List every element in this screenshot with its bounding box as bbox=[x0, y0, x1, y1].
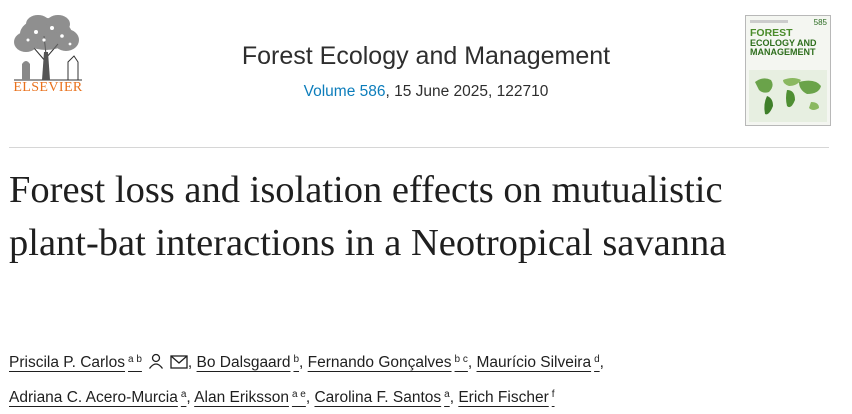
person-icon bbox=[148, 350, 164, 380]
author-name: Erich Fischer bbox=[458, 389, 549, 406]
author-name: Bo Dalsgaard bbox=[196, 354, 291, 371]
separator: , bbox=[467, 354, 477, 371]
cover-stripe bbox=[750, 20, 788, 23]
affiliation-marker: a e bbox=[291, 389, 306, 400]
citation-line: Volume 586, 15 June 2025, 122710 bbox=[0, 83, 852, 101]
journal-title-link[interactable]: Forest Ecology and Management bbox=[241, 42, 611, 70]
cover-issue-number: 585 bbox=[813, 18, 827, 27]
author-link[interactable]: Priscila P. Carlos a b bbox=[9, 353, 188, 371]
author-link[interactable]: Erich Fischer f bbox=[458, 389, 554, 406]
author-name: Carolina F. Santos bbox=[314, 389, 442, 406]
envelope-icon bbox=[170, 350, 188, 380]
affiliation-marker: b c bbox=[454, 354, 468, 365]
cover-title-line1: FOREST bbox=[750, 27, 793, 39]
author-list: Priscila P. Carlos a b, Bo Dalsgaard b, Fe… bbox=[9, 345, 839, 413]
separator: , bbox=[186, 389, 195, 406]
separator: , bbox=[187, 354, 197, 371]
affiliation-marker: b bbox=[293, 354, 300, 365]
author-name: Priscila P. Carlos bbox=[9, 354, 126, 371]
separator: , bbox=[599, 354, 604, 371]
author-link[interactable]: Bo Dalsgaard b bbox=[197, 354, 299, 371]
author-name: Maurício Silveira bbox=[476, 354, 592, 371]
cover-world-map bbox=[749, 70, 827, 122]
author-name: Adriana C. Acero-Murcia bbox=[9, 389, 178, 406]
volume-link[interactable]: Volume 586 bbox=[303, 83, 386, 100]
author-link[interactable]: Adriana C. Acero-Murcia a bbox=[9, 389, 186, 406]
cover-title-line3: MANAGEMENT bbox=[750, 47, 816, 57]
affiliation-marker: a bbox=[444, 389, 450, 400]
cover-title-line2: ECOLOGY AND bbox=[750, 37, 817, 48]
author-link[interactable]: Maurício Silveira d bbox=[477, 354, 600, 371]
affiliation-marker: a b bbox=[128, 354, 142, 365]
elsevier-tree-logo[interactable] bbox=[8, 12, 88, 98]
author-link[interactable]: Fernando Gonçalves b c bbox=[308, 354, 468, 371]
header-divider bbox=[9, 147, 829, 148]
separator: , bbox=[305, 389, 315, 406]
author-name: Fernando Gonçalves bbox=[307, 354, 452, 371]
publisher-name: ELSEVIER bbox=[13, 80, 83, 95]
citation-date-id: , 15 June 2025, 122710 bbox=[385, 83, 549, 100]
article-title: Forest loss and isolation effects on mut… bbox=[9, 169, 727, 264]
author-link[interactable]: Carolina F. Santos a bbox=[314, 389, 449, 406]
author-link[interactable]: Alan Eriksson a e bbox=[194, 389, 306, 406]
cover-title: FOREST ECOLOGY AND MANAGEMENT bbox=[750, 27, 828, 58]
author-name: Alan Eriksson bbox=[194, 389, 289, 406]
separator: , bbox=[299, 354, 308, 371]
separator: , bbox=[449, 389, 459, 406]
journal-cover-image[interactable]: 585 FOREST ECOLOGY AND MANAGEMENT bbox=[745, 15, 831, 126]
affiliation-marker: d bbox=[594, 354, 600, 365]
affiliation-marker: a bbox=[180, 389, 187, 400]
affiliation-marker: f bbox=[551, 389, 555, 400]
